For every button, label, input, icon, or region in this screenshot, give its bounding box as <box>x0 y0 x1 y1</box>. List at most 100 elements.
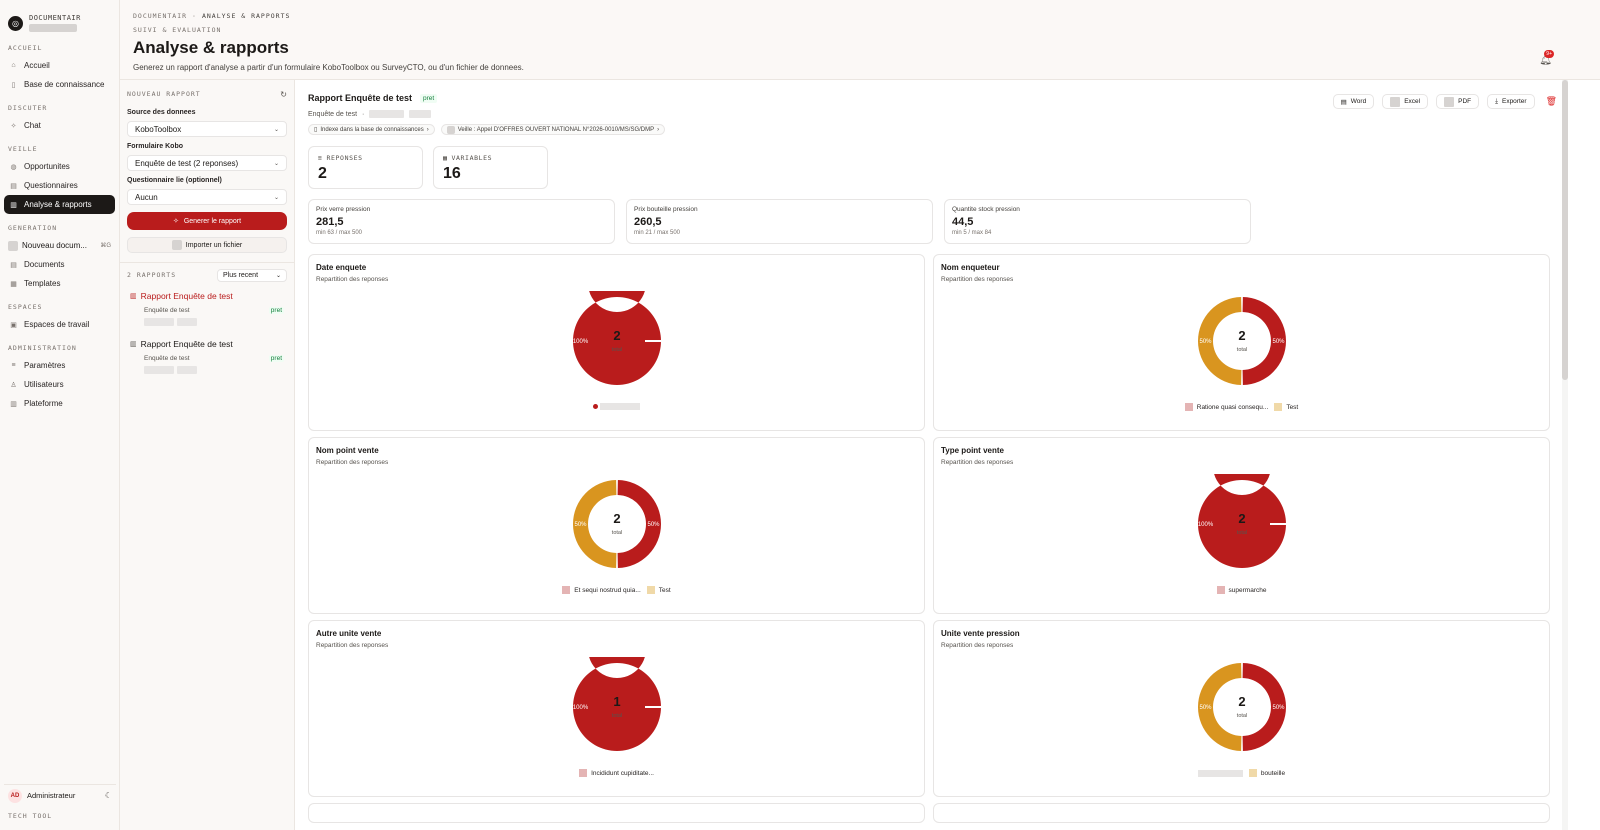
sidebar-item-utilisateurs[interactable]: ♙ Utilisateurs <box>4 375 115 394</box>
donut-slice[interactable] <box>573 291 661 385</box>
slice-percent-label: 50% <box>574 522 587 528</box>
chart-legend: Et sequi nostrud quia... Test <box>309 586 924 594</box>
donut-chart: 50% 50% 2 total <box>572 480 662 568</box>
legend-item[interactable]: Incididunt cupiditate... <box>579 769 654 777</box>
pdf-button[interactable]: PDF <box>1436 94 1480 109</box>
user-icon: ♙ <box>10 381 17 389</box>
refresh-icon[interactable]: ↻ <box>280 89 287 99</box>
sidebar-item-chat[interactable]: ✧ Chat <box>4 116 115 135</box>
breadcrumb: DOCUMENTAIR · ANALYSE & RAPPORTS <box>133 12 1600 20</box>
user-menu[interactable]: AD Administrateur ☾ <box>4 784 116 804</box>
indexed-chip[interactable]: ▯ Indexe dans la base de connaissances › <box>308 124 435 135</box>
slice-percent-label: 100% <box>573 705 589 711</box>
sidebar-item-opportunites[interactable]: ◍ Opportunites <box>4 157 115 176</box>
stat-card-variables: ▦ VARIABLES 16 <box>433 146 548 189</box>
chart-card-partial <box>933 803 1550 823</box>
sidebar-footer: AD Administrateur ☾ TECH TOOL <box>0 784 120 830</box>
status-badge: pret <box>268 307 284 314</box>
new-doc-icon <box>8 240 18 251</box>
report-list-item[interactable]: ▥ Rapport Enquête de test Enquête de test… <box>127 339 287 379</box>
breadcrumb-item[interactable]: DOCUMENTAIR <box>133 12 188 20</box>
legend-item[interactable] <box>1197 769 1243 777</box>
moon-icon[interactable]: ☾ <box>104 791 112 800</box>
notifications-button[interactable]: 🔔︎ 9+ <box>1539 50 1554 66</box>
import-file-button[interactable]: Importer un fichier <box>127 237 287 253</box>
legend-label: Incididunt cupiditate... <box>591 769 654 777</box>
legend-label-placeholder <box>600 403 640 410</box>
legend-label: supermarche <box>1228 586 1267 594</box>
report-meta-placeholder <box>144 318 284 326</box>
sidebar-section-administration: ADMINISTRATION ≡ Paramètres ♙ Utilisateurs… <box>0 342 119 413</box>
report-meta-placeholder <box>144 366 284 374</box>
arrow-icon: › <box>426 126 429 133</box>
donut-slice[interactable] <box>1198 297 1242 385</box>
metric-label: Prix bouteille pression <box>634 206 698 213</box>
sort-select[interactable]: Plus recent ⌄ <box>217 268 287 282</box>
report-view: Rapport Enquête de test pret Enquête de … <box>295 80 1600 830</box>
sidebar-item-espaces-travail[interactable]: ▣ Espaces de travail <box>4 315 115 334</box>
sidebar-item-accueil[interactable]: ⌂ Accueil <box>4 56 115 75</box>
shortcut-hint: ⌘G <box>100 243 111 249</box>
word-button[interactable]: ▤ Word <box>1332 94 1375 109</box>
scrollbar-thumb[interactable] <box>1562 80 1568 380</box>
legend-item[interactable] <box>593 403 640 410</box>
form-select[interactable]: Enquête de test (2 reponses) ⌄ <box>127 155 287 171</box>
sidebar-item-analyse-rapports[interactable]: ▥ Analyse & rapports <box>4 195 115 214</box>
metric-label: Prix verre pression <box>316 206 371 213</box>
donut-slice[interactable] <box>573 657 661 751</box>
legend-label: bouteille <box>1260 769 1286 777</box>
questionnaire-select[interactable]: Aucun ⌄ <box>127 189 287 205</box>
report-subtitle: Enquête de test <box>308 110 358 118</box>
chart-card-partial <box>308 803 925 823</box>
donut-total-label: total <box>612 530 622 536</box>
donut-total-label: total <box>612 347 622 353</box>
legend-item[interactable]: supermarche <box>1216 586 1267 594</box>
veille-chip[interactable]: Veille : Appel D'OFFRES OUVERT NATIONAL … <box>440 124 666 135</box>
sidebar-item-base-connaissance[interactable]: ▯ Base de connaissance <box>4 75 115 94</box>
user-name: Administrateur <box>27 791 76 800</box>
sidebar-item-documents[interactable]: ▤ Documents <box>4 255 115 274</box>
trash-icon[interactable]: 🗑︎ <box>1545 96 1557 106</box>
donut-slice[interactable] <box>1242 663 1286 751</box>
scrollbar-track[interactable] <box>1562 80 1568 830</box>
sidebar-item-questionnaires[interactable]: ▤ Questionnaires <box>4 176 115 195</box>
sidebar-item-label: Base de connaissance <box>24 80 105 89</box>
donut-slice[interactable] <box>1198 474 1286 568</box>
legend-item[interactable]: Ratione quasi consequ... <box>1184 403 1268 411</box>
book-icon: ▯ <box>314 127 318 133</box>
brand[interactable]: ◎ DOCUMENTAIR <box>0 0 119 34</box>
sidebar-item-plateforme[interactable]: ▥ Plateforme <box>4 394 115 413</box>
report-list-item[interactable]: ▥ Rapport Enquête de test Enquête de test… <box>127 291 287 331</box>
export-button[interactable]: ⤓ Exporter <box>1487 94 1535 109</box>
sidebar-item-label: Documents <box>24 260 65 269</box>
sidebar-item-templates[interactable]: ▦ Templates <box>4 274 115 293</box>
donut-total-label: total <box>1237 347 1247 353</box>
chart-title: Unite vente pression <box>941 629 1020 638</box>
slice-percent-label: 50% <box>1199 339 1212 345</box>
donut-total-label: total <box>612 713 622 719</box>
template-icon: ▦ <box>10 280 17 288</box>
sidebar-item-parametres[interactable]: ≡ Paramètres <box>4 356 115 375</box>
generate-report-button[interactable]: ✧ Generer le rapport <box>127 212 287 230</box>
upload-icon <box>171 240 182 250</box>
excel-button[interactable]: Excel <box>1382 94 1429 109</box>
legend-item[interactable]: Et sequi nostrud quia... <box>562 586 641 594</box>
legend-swatch <box>579 769 588 777</box>
donut-slice[interactable] <box>617 480 662 568</box>
donut-total-value: 2 <box>1238 694 1245 709</box>
donut-chart: 50% 50% 2 total <box>1198 297 1286 385</box>
legend-item[interactable]: Test <box>646 586 671 594</box>
legend-item[interactable]: Test <box>1274 403 1298 411</box>
sidebar-item-nouveau-document[interactable]: Nouveau docum... ⌘G <box>4 236 115 255</box>
legend-item[interactable]: bouteille <box>1248 769 1286 777</box>
sidebar-item-label: Chat <box>24 121 41 130</box>
footer-label: TECH TOOL <box>8 812 53 820</box>
source-select[interactable]: KoboToolbox ⌄ <box>127 121 287 137</box>
file-icon: ▤ <box>10 261 17 269</box>
donut-slice[interactable] <box>1198 663 1242 751</box>
select-value: Enquête de test (2 reponses) <box>135 158 239 168</box>
button-label: Excel <box>1404 98 1421 105</box>
donut-slice[interactable] <box>572 480 617 568</box>
metric-range: min 5 / max 84 <box>952 230 992 236</box>
donut-slice[interactable] <box>1242 297 1286 385</box>
